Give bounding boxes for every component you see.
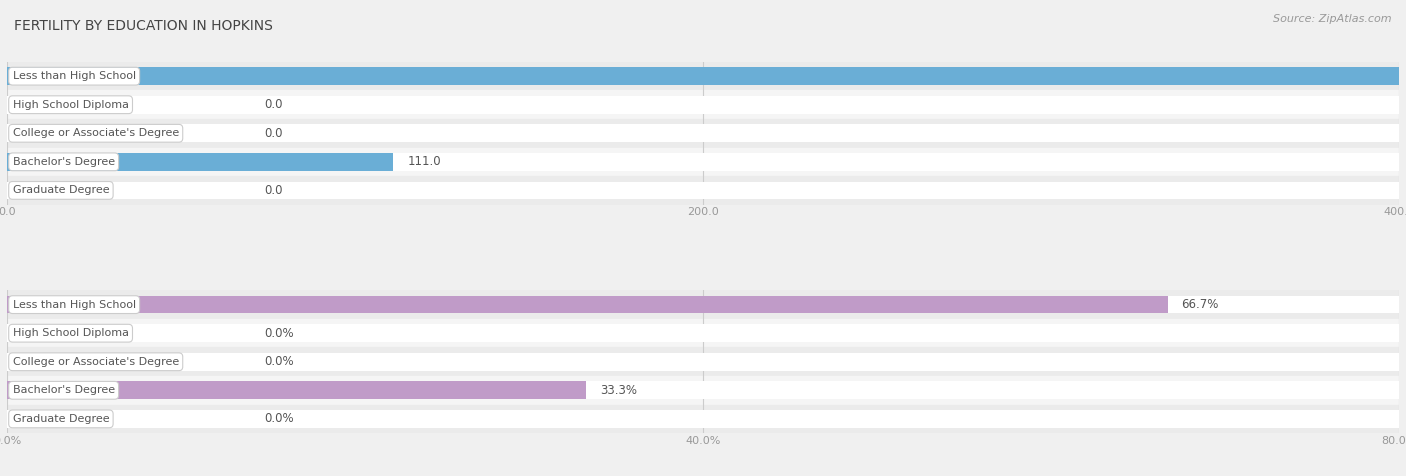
Bar	[7, 324, 1399, 342]
Bar	[7, 148, 1399, 176]
Bar	[7, 119, 1399, 148]
Bar	[7, 67, 1399, 85]
Text: 0.0%: 0.0%	[264, 412, 294, 426]
Bar	[7, 319, 1399, 347]
Bar	[7, 381, 1399, 399]
Bar	[7, 67, 1399, 85]
Text: Less than High School: Less than High School	[13, 71, 136, 81]
Bar	[7, 153, 394, 171]
Text: Graduate Degree: Graduate Degree	[13, 414, 110, 424]
Text: 66.7%: 66.7%	[1181, 298, 1219, 311]
Text: Bachelor's Degree: Bachelor's Degree	[13, 157, 115, 167]
Text: Graduate Degree: Graduate Degree	[13, 185, 110, 196]
Text: FERTILITY BY EDUCATION IN HOPKINS: FERTILITY BY EDUCATION IN HOPKINS	[14, 19, 273, 33]
Text: Source: ZipAtlas.com: Source: ZipAtlas.com	[1274, 14, 1392, 24]
Bar	[7, 176, 1399, 205]
Bar	[7, 381, 586, 399]
Text: 0.0%: 0.0%	[264, 355, 294, 368]
Bar	[7, 181, 1399, 199]
Bar	[7, 290, 1399, 319]
Bar	[7, 410, 1399, 428]
Bar	[7, 405, 1399, 433]
Bar	[7, 153, 1399, 171]
Bar	[7, 62, 1399, 90]
Text: College or Associate's Degree: College or Associate's Degree	[13, 128, 179, 139]
Text: Less than High School: Less than High School	[13, 299, 136, 310]
Bar	[7, 353, 1399, 371]
Text: College or Associate's Degree: College or Associate's Degree	[13, 357, 179, 367]
Text: Bachelor's Degree: Bachelor's Degree	[13, 385, 115, 396]
Bar	[7, 347, 1399, 376]
Text: 0.0%: 0.0%	[264, 327, 294, 340]
Bar	[7, 96, 1399, 114]
Text: High School Diploma: High School Diploma	[13, 328, 128, 338]
Text: 0.0: 0.0	[264, 184, 283, 197]
Bar	[7, 90, 1399, 119]
Text: High School Diploma: High School Diploma	[13, 99, 128, 110]
Bar	[7, 296, 1167, 314]
Bar	[7, 376, 1399, 405]
Text: 0.0: 0.0	[264, 127, 283, 140]
Text: 111.0: 111.0	[408, 155, 441, 169]
Bar	[7, 296, 1399, 314]
Text: 0.0: 0.0	[264, 98, 283, 111]
Bar	[7, 124, 1399, 142]
Text: 33.3%: 33.3%	[600, 384, 637, 397]
